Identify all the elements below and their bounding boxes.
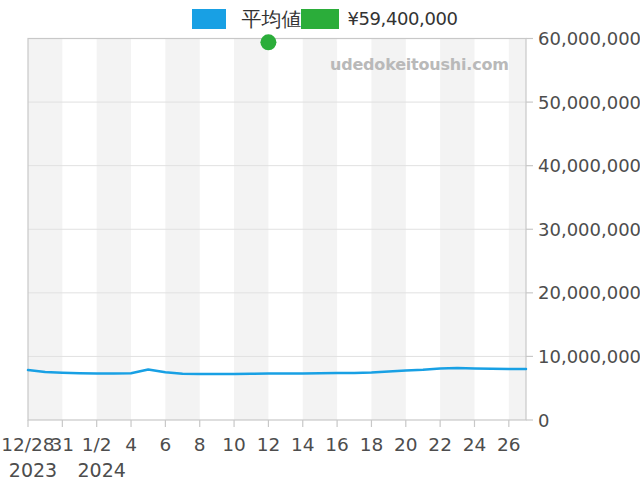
x-axis-label: 24: [463, 434, 487, 455]
x-axis-label: 4: [125, 434, 137, 455]
y-axis-label: 40,000,000: [538, 155, 640, 176]
y-axis-label: 0: [538, 410, 549, 431]
x-axis-label: 12/28: [1, 434, 54, 455]
sale-price-dot: [260, 34, 276, 50]
chart-legend: 平均値 ¥59,400,000: [0, 8, 640, 30]
x-axis-label: 20: [394, 434, 418, 455]
x-axis-label: 14: [291, 434, 315, 455]
legend-sale-value: ¥59,400,000: [347, 8, 457, 30]
x-axis-label: 12: [257, 434, 281, 455]
price-line-chart: 0 10,000,000 20,000,000 30,000,000 40,000,00…: [0, 0, 640, 480]
x-axis-label: 16: [325, 434, 349, 455]
price-chart-page: 平均値 ¥59,400,000 udedokeitoushi.com 0 10,0…: [0, 0, 640, 480]
y-axis-label: 20,000,000: [538, 282, 640, 303]
x-axis-label: 10: [222, 434, 246, 455]
x-axis-year-label: 2024: [78, 459, 126, 480]
x-axis-year-label: 2023: [9, 459, 57, 480]
y-axis-label: 30,000,000: [538, 219, 640, 240]
x-axis-label: 26: [497, 434, 521, 455]
x-axis-label: 6: [159, 434, 171, 455]
x-axis-label: 31: [51, 434, 75, 455]
legend-sale-swatch: [301, 9, 339, 29]
legend-average-label: 平均値: [241, 8, 301, 30]
x-axis-label: 1/2: [82, 434, 112, 455]
y-axis-label: 50,000,000: [538, 92, 640, 113]
x-axis-label: 8: [194, 434, 206, 455]
y-axis-label: 10,000,000: [538, 346, 640, 367]
x-axis-label: 18: [360, 434, 384, 455]
legend-average-swatch: [192, 9, 226, 29]
watermark: udedokeitoushi.com: [330, 55, 509, 74]
x-axis-label: 22: [428, 434, 452, 455]
y-axis-label: 60,000,000: [538, 28, 640, 49]
